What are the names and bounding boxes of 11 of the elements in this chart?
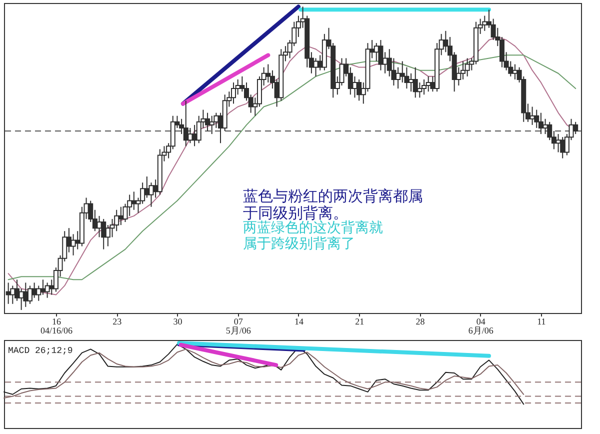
x-tick-label: 16 04/16/06: [40, 316, 73, 336]
x-tick-label: 11: [537, 316, 546, 326]
x-tick-label: 21: [355, 316, 364, 326]
x-tick-label: 07 5月/06: [226, 316, 252, 336]
x-tick-label: 23: [112, 316, 122, 326]
x-tick-label: 14: [294, 316, 304, 326]
x-tick-label: 30: [173, 316, 183, 326]
text: MACD 26;12;9: [8, 346, 73, 356]
annotation: 两蓝绿色的这次背离就属于跨级别背离了: [243, 220, 383, 252]
x-tick-label: 28: [416, 316, 426, 326]
x-tick-label: 04 6月/06: [468, 316, 494, 336]
